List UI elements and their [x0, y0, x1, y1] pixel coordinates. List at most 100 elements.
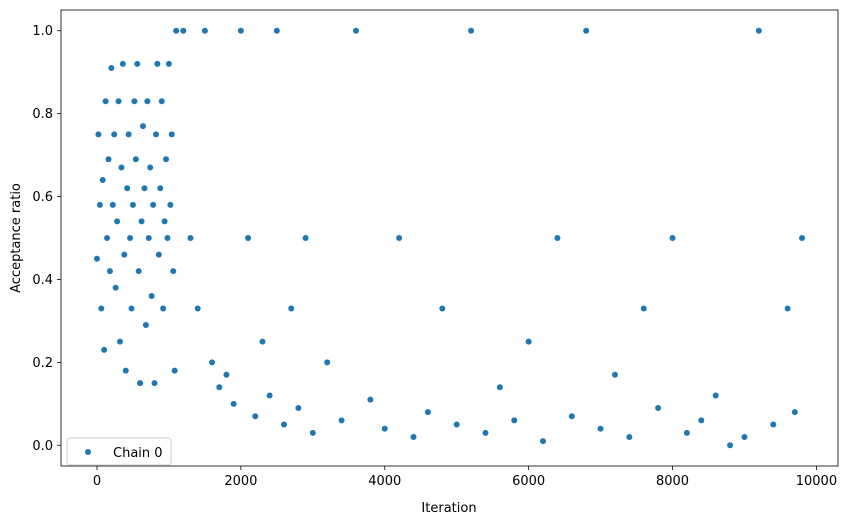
data-point [138, 218, 145, 225]
y-tick-label: 0.8 [32, 107, 53, 122]
data-point [168, 131, 175, 138]
data-point [273, 27, 280, 34]
data-point [137, 380, 144, 387]
data-point [144, 98, 151, 105]
data-point [122, 367, 129, 374]
series-points [93, 27, 806, 449]
data-point [396, 235, 403, 241]
data-point [216, 384, 223, 391]
data-point [114, 218, 121, 225]
data-point [309, 429, 316, 436]
data-point [134, 60, 141, 67]
data-point [245, 235, 252, 241]
data-point [119, 60, 126, 67]
data-point [187, 235, 194, 241]
data-point [266, 392, 273, 399]
x-tick-label: 4000 [368, 474, 401, 489]
data-point [496, 384, 503, 391]
data-point [151, 380, 158, 387]
data-point [95, 131, 102, 138]
data-point [141, 185, 148, 192]
data-point [381, 425, 388, 432]
data-point [135, 268, 142, 275]
data-point [770, 421, 777, 428]
data-point [131, 98, 138, 105]
data-point [352, 27, 359, 34]
y-axis-label: Acceptance ratio [9, 183, 24, 293]
data-point [259, 338, 266, 345]
data-point [741, 433, 748, 440]
data-point [655, 404, 662, 411]
data-point [161, 218, 168, 225]
data-point [129, 201, 136, 208]
data-point [160, 305, 167, 312]
y-tick-label: 0.0 [32, 439, 53, 454]
data-point [727, 442, 734, 449]
data-point [712, 392, 719, 399]
data-point [127, 235, 134, 241]
data-point [230, 400, 237, 407]
x-tick-label: 8000 [656, 474, 689, 489]
data-point [145, 235, 152, 241]
data-point [118, 164, 125, 171]
data-point [124, 185, 131, 192]
data-point [439, 305, 446, 312]
data-point [121, 251, 128, 258]
plot-frame [60, 9, 839, 467]
data-point [468, 27, 475, 34]
data-point [324, 359, 331, 366]
data-point [164, 235, 171, 241]
x-axis-label: Iteration [421, 501, 476, 516]
data-point [106, 268, 113, 275]
data-point [755, 27, 762, 34]
data-point [157, 185, 164, 192]
data-point [140, 123, 147, 130]
data-point [640, 305, 647, 312]
y-axis: 0.0 0.2 0.4 0.6 0.8 1.0 [32, 24, 61, 454]
y-tick-label: 0.6 [32, 190, 53, 205]
data-point [698, 417, 705, 424]
data-point [171, 367, 178, 374]
data-point [167, 201, 174, 208]
x-tick-label: 2000 [224, 474, 257, 489]
data-point [155, 251, 162, 258]
data-point [597, 425, 604, 432]
data-point [784, 305, 791, 312]
data-point [338, 417, 345, 424]
data-point [367, 396, 374, 403]
data-point [142, 322, 149, 329]
data-point [201, 27, 208, 34]
x-axis: 0 2000 4000 6000 8000 10000 [93, 466, 837, 489]
data-point [554, 235, 561, 241]
data-point [583, 27, 590, 34]
data-point [683, 429, 690, 436]
data-point [132, 156, 139, 163]
data-point [453, 421, 460, 428]
data-point [295, 404, 302, 411]
data-point [791, 409, 798, 416]
data-point [93, 255, 100, 262]
data-point [511, 417, 518, 424]
data-point [223, 371, 230, 378]
data-point [410, 433, 417, 440]
data-point [288, 305, 295, 312]
data-point [799, 235, 806, 241]
data-point [540, 438, 547, 445]
data-point [112, 284, 119, 291]
data-point [96, 201, 103, 208]
data-point [209, 359, 216, 366]
y-tick-label: 1.0 [32, 24, 53, 39]
data-point [116, 338, 123, 345]
data-point [611, 371, 618, 378]
x-tick-label: 10000 [796, 474, 837, 489]
data-point [180, 27, 187, 34]
data-point [98, 305, 105, 312]
legend: Chain 0 [66, 437, 172, 466]
data-point [525, 338, 532, 345]
data-point [152, 131, 159, 138]
x-tick-label: 0 [93, 474, 101, 489]
data-point [194, 305, 201, 312]
data-point [165, 60, 172, 67]
y-tick-label: 0.4 [32, 273, 53, 288]
